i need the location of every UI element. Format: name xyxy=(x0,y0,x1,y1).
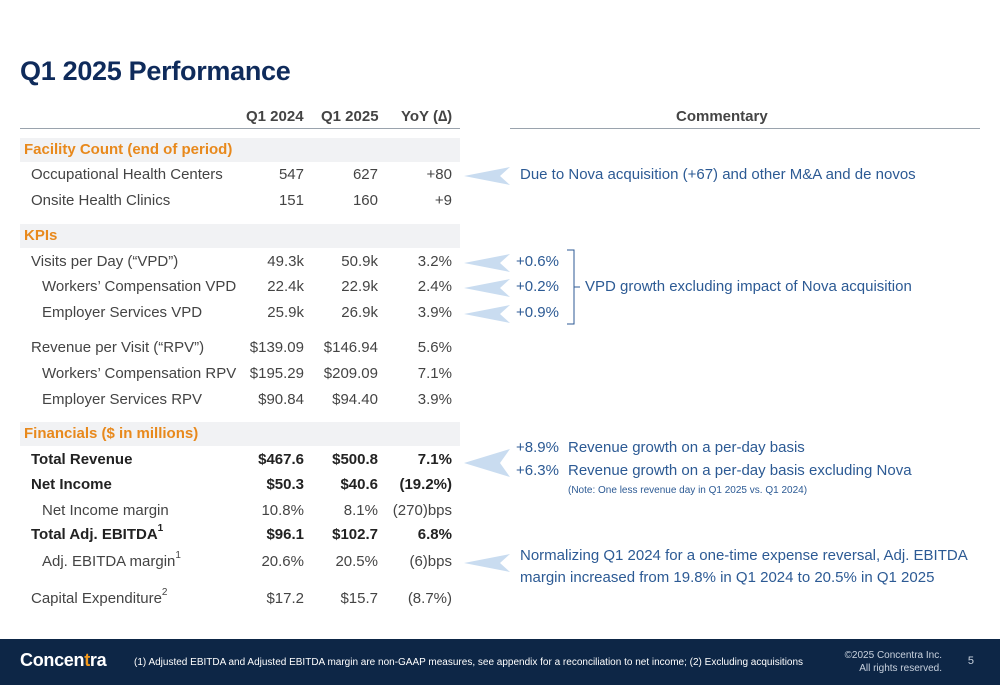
section-title-facility: Facility Count (end of period) xyxy=(24,141,233,158)
cell-q1-2025: $94.40 xyxy=(332,391,378,408)
commentary-revenue-note: (Note: One less revenue day in Q1 2025 v… xyxy=(568,485,808,496)
cell-yoy: 2.4% xyxy=(417,278,452,295)
cell-q1-2024: $90.84 xyxy=(258,391,304,408)
cell-yoy: +80 xyxy=(426,166,452,183)
section-band-kpis xyxy=(20,224,460,248)
cell-q1-2025: 26.9k xyxy=(341,304,378,321)
cell-q1-2024: $17.2 xyxy=(266,590,304,607)
cell-q1-2025: 8.1% xyxy=(343,502,378,519)
concentra-logo: Concentra xyxy=(20,650,107,670)
page-title: Q1 2025 Performance xyxy=(20,56,291,86)
cell-yoy: 7.1% xyxy=(417,451,452,468)
col-header-yoy: YoY (∆) xyxy=(401,108,453,125)
row-label-capital-expenditure: Capital Expenditure2 xyxy=(31,587,168,607)
cell-q1-2025: $15.7 xyxy=(340,590,378,607)
header-divider xyxy=(20,128,460,129)
cell-q1-2024: 22.4k xyxy=(267,278,304,295)
footnote-marker: 1 xyxy=(175,550,181,561)
footnote-marker: 2 xyxy=(161,587,168,598)
row-label-adj-ebitda-margin: Adj. EBITDA margin1 xyxy=(42,550,181,570)
section-band-financials xyxy=(20,422,460,446)
cell-yoy: +9 xyxy=(434,192,452,209)
commentary-facility: Due to Nova acquisition (+67) and other … xyxy=(520,166,916,183)
arrow-left-icon xyxy=(464,305,510,323)
cell-q1-2025: $40.6 xyxy=(340,476,378,493)
cell-q1-2024: 151 xyxy=(278,192,304,209)
cell-q1-2025: $209.09 xyxy=(323,365,378,382)
cell-yoy: (6)bps xyxy=(409,553,452,570)
commentary-wc-vpd-excl-nova: +0.2% xyxy=(516,278,559,295)
cell-q1-2025: 22.9k xyxy=(341,278,378,295)
cell-q1-2025: 20.5% xyxy=(335,553,378,570)
row-label-net-income: Net Income xyxy=(31,476,112,493)
row-label-onsite-health-clinics: Onsite Health Clinics xyxy=(31,192,171,209)
footer-bar: Concentra (1) Adjusted EBITDA and Adjust… xyxy=(0,639,1000,685)
footnotes: (1) Adjusted EBITDA and Adjusted EBITDA … xyxy=(134,657,804,668)
cell-q1-2025: $102.7 xyxy=(332,526,378,543)
commentary-ebitda-line-1: Normalizing Q1 2024 for a one-time expen… xyxy=(520,547,968,564)
cell-yoy: (270)bps xyxy=(392,502,452,519)
cell-yoy: 5.6% xyxy=(417,339,452,356)
commentary-header-divider xyxy=(510,128,980,129)
section-title-financials: Financials ($ in millions) xyxy=(24,425,199,442)
cell-q1-2025: $500.8 xyxy=(332,451,378,468)
arrow-left-icon xyxy=(464,279,510,297)
commentary-es-vpd-excl-nova: +0.9% xyxy=(516,304,559,321)
arrow-left-icon xyxy=(464,449,510,477)
cell-yoy: 3.9% xyxy=(417,391,452,408)
row-label-occupational-health-centers: Occupational Health Centers xyxy=(31,166,223,183)
cell-q1-2024: 25.9k xyxy=(267,304,304,321)
cell-q1-2024: $50.3 xyxy=(266,476,304,493)
page-number: 5 xyxy=(967,655,974,667)
col-header-q1-2025: Q1 2025 xyxy=(321,108,379,125)
commentary-ebitda-line-2: margin increased from 19.8% in Q1 2024 t… xyxy=(520,569,935,586)
cell-q1-2024: $195.29 xyxy=(249,365,304,382)
row-label-vpd: Visits per Day (“VPD”) xyxy=(31,253,179,270)
cell-q1-2024: 49.3k xyxy=(267,253,304,270)
cell-yoy: (8.7%) xyxy=(407,590,452,607)
commentary-revenue-text-1: Revenue growth on a per-day basis xyxy=(568,439,805,456)
cell-yoy: (19.2%) xyxy=(399,476,452,493)
col-header-commentary: Commentary xyxy=(676,108,768,125)
cell-q1-2025: $146.94 xyxy=(323,339,378,356)
footnote-marker: 1 xyxy=(157,523,164,534)
row-label-total-revenue: Total Revenue xyxy=(31,451,133,468)
row-label-es-vpd: Employer Services VPD xyxy=(42,304,203,321)
commentary-revenue-pct-1: +8.9% xyxy=(516,439,559,456)
cell-q1-2024: 10.8% xyxy=(261,502,304,519)
cell-q1-2024: $96.1 xyxy=(266,526,304,543)
row-label-net-income-margin: Net Income margin xyxy=(42,502,169,519)
cell-q1-2025: 50.9k xyxy=(341,253,378,270)
commentary-vpd-excl-nova: +0.6% xyxy=(516,253,559,270)
commentary-revenue-pct-2: +6.3% xyxy=(516,462,559,479)
copyright: ©2025 Concentra Inc. All rights reserved… xyxy=(844,650,942,674)
cell-yoy: 6.8% xyxy=(417,526,452,543)
cell-yoy: 3.2% xyxy=(417,253,452,270)
arrow-left-icon xyxy=(464,554,510,572)
commentary-vpd-note: VPD growth excluding impact of Nova acqu… xyxy=(585,278,912,295)
row-label-rpv: Revenue per Visit (“RPV”) xyxy=(31,339,205,356)
cell-yoy: 7.1% xyxy=(417,365,452,382)
arrow-left-icon xyxy=(464,254,510,272)
section-title-kpis: KPIs xyxy=(24,227,58,244)
commentary-revenue-text-2: Revenue growth on a per-day basis exclud… xyxy=(568,462,912,479)
cell-q1-2024: 547 xyxy=(278,166,304,183)
row-label-total-adj-ebitda: Total Adj. EBITDA1 xyxy=(31,523,164,543)
cell-q1-2024: 20.6% xyxy=(261,553,304,570)
section-band-facility xyxy=(20,138,460,162)
row-label-wc-vpd: Workers’ Compensation VPD xyxy=(42,278,237,295)
cell-q1-2025: 160 xyxy=(352,192,378,209)
cell-yoy: 3.9% xyxy=(417,304,452,321)
cell-q1-2024: $467.6 xyxy=(258,451,304,468)
row-label-es-rpv: Employer Services RPV xyxy=(42,391,203,408)
row-label-wc-rpv: Workers’ Compensation RPV xyxy=(42,365,237,382)
cell-q1-2025: 627 xyxy=(352,166,378,183)
arrow-left-icon xyxy=(464,167,510,185)
cell-q1-2024: $139.09 xyxy=(249,339,304,356)
col-header-q1-2024: Q1 2024 xyxy=(246,108,304,125)
right-brace-icon xyxy=(567,249,580,325)
